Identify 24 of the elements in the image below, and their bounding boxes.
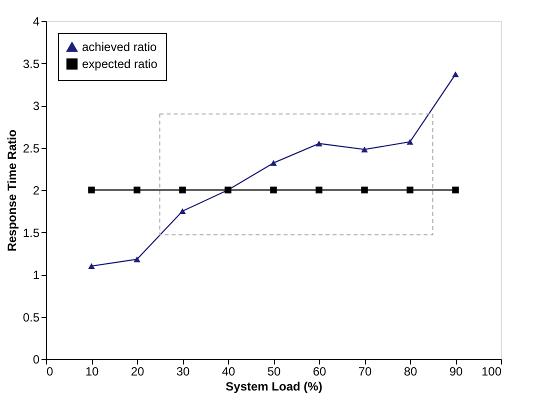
legend-label: achieved ratio xyxy=(82,40,158,54)
y-tick-label: 4 xyxy=(32,14,40,28)
x-tick-label: 90 xyxy=(449,364,463,378)
x-tick-label: 20 xyxy=(130,364,144,378)
x-tick-label: 30 xyxy=(176,364,190,378)
y-tick-label: 3.5 xyxy=(22,56,40,71)
x-tick-label: 50 xyxy=(267,364,281,378)
y-tick-label: 0 xyxy=(32,352,40,366)
y-axis-title: Response Time Ratio xyxy=(4,130,19,252)
x-tick-label: 100 xyxy=(481,364,502,378)
y-tick-label: 0.5 xyxy=(22,310,40,324)
x-tick-label: 70 xyxy=(358,364,372,378)
x-tick-label: 80 xyxy=(404,364,418,378)
x-tick-label: 10 xyxy=(85,364,99,378)
y-tick-label: 1 xyxy=(32,268,40,282)
x-axis-title: System Load (%) xyxy=(226,380,322,394)
y-tick-label: 2 xyxy=(32,184,40,198)
y-tick-label: 2.5 xyxy=(22,141,40,156)
x-tick-label: 0 xyxy=(46,364,54,378)
x-tick-label: 60 xyxy=(312,364,326,378)
y-tick-label: 3 xyxy=(32,99,40,113)
legend-label: expected ratio xyxy=(82,57,158,71)
x-tick-label: 40 xyxy=(222,364,236,378)
y-tick-label: 1.5 xyxy=(22,226,40,240)
